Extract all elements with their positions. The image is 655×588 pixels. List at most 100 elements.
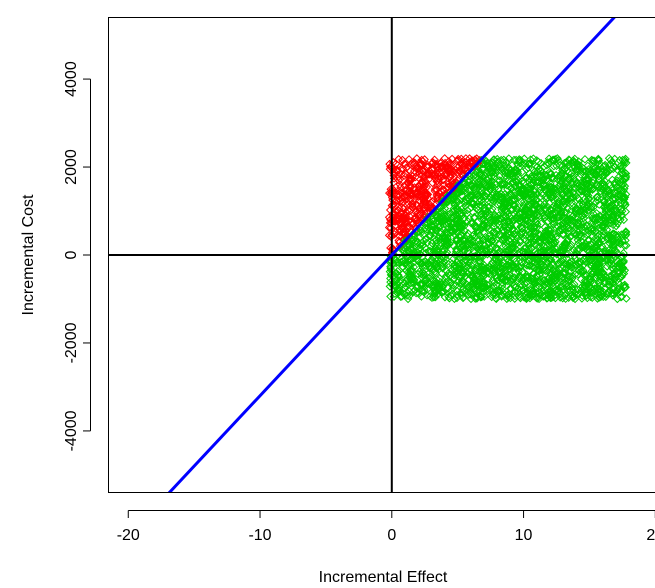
scatter-point: [483, 158, 492, 168]
scatter-point: [452, 168, 462, 178]
scatter-point: [499, 167, 509, 177]
scatter-point: [620, 181, 630, 191]
scatter-point: [544, 235, 554, 245]
scatter-point: [565, 175, 574, 184]
scatter-point: [576, 283, 585, 293]
scatter-point: [603, 253, 612, 263]
scatter-point: [587, 262, 596, 271]
scatter-point: [614, 262, 624, 271]
scatter-point: [577, 258, 586, 267]
scatter-point: [465, 287, 475, 296]
scatter-point: [417, 259, 426, 269]
scatter-point: [608, 215, 618, 224]
scatter-point: [546, 205, 556, 214]
scatter-point: [600, 197, 609, 207]
scatter-point: [526, 172, 536, 182]
scatter-point: [530, 167, 540, 176]
y-axis-title: Incremental Cost: [20, 194, 37, 315]
scatter-point: [564, 272, 573, 282]
scatter-point: [451, 266, 461, 276]
scatter-point: [391, 221, 401, 230]
scatter-point: [425, 231, 435, 241]
scatter-point: [484, 210, 494, 219]
scatter-point: [586, 278, 595, 287]
scatter-point: [544, 279, 553, 288]
scatter-point: [396, 196, 405, 206]
scatter-point: [504, 220, 514, 229]
scatter-point: [497, 290, 507, 299]
scatter-point: [473, 253, 482, 263]
scatter-point: [588, 167, 598, 177]
scatter-point: [515, 237, 525, 247]
scatter-point: [457, 290, 467, 300]
scatter-point: [490, 237, 500, 246]
scatter-point: [404, 155, 414, 164]
scatter-point: [619, 193, 629, 202]
scatter-point: [551, 273, 560, 283]
scatter-point: [611, 221, 621, 231]
scatter-point: [558, 242, 568, 252]
scatter-point: [591, 226, 601, 236]
scatter-point: [430, 184, 440, 194]
scatter-point: [587, 266, 597, 276]
scatter-point: [426, 198, 436, 207]
scatter-point: [464, 283, 474, 292]
scatter-point: [420, 196, 429, 205]
scatter-point: [601, 204, 610, 213]
scatter-point: [565, 259, 575, 268]
scatter-point: [463, 280, 472, 290]
scatter-point: [521, 173, 530, 183]
scatter-point: [545, 183, 554, 192]
scatter-point: [621, 236, 630, 245]
scatter-point: [618, 169, 627, 179]
scatter-point: [621, 228, 631, 237]
scatter-point: [457, 160, 467, 169]
scatter-point: [539, 180, 549, 190]
scatter-point: [552, 221, 562, 231]
scatter-point: [448, 180, 457, 189]
scatter-point: [430, 155, 439, 165]
scatter-point: [544, 159, 554, 169]
scatter-point: [461, 256, 471, 265]
scatter-point: [469, 275, 479, 285]
scatter-point: [437, 280, 446, 289]
scatter-point: [451, 261, 461, 271]
scatter-point: [457, 210, 467, 220]
scatter-point: [441, 266, 451, 276]
scatter-point: [561, 279, 571, 289]
scatter-point: [602, 204, 612, 214]
scatter-point: [506, 189, 516, 199]
scatter-point: [617, 270, 627, 279]
scatter-point: [530, 186, 540, 196]
scatter-point: [397, 245, 407, 255]
scatter-point: [555, 171, 564, 181]
scatter-point: [605, 215, 615, 224]
scatter-point: [425, 167, 435, 177]
scatter-point: [503, 199, 513, 208]
scatter-point: [515, 181, 524, 191]
scatter-point: [555, 293, 565, 302]
scatter-point: [525, 210, 534, 220]
scatter-point: [590, 216, 599, 225]
scatter-point: [529, 289, 538, 299]
scatter-point: [492, 280, 501, 290]
scatter-point: [418, 267, 427, 277]
scatter-point: [510, 282, 520, 292]
scatter-point: [449, 195, 458, 204]
scatter-point: [541, 243, 551, 253]
scatter-point: [403, 206, 413, 215]
scatter-point: [492, 287, 502, 296]
scatter-point: [479, 268, 488, 278]
scatter-point: [497, 189, 506, 199]
scatter-point: [556, 257, 565, 267]
scatter-point: [547, 293, 556, 302]
scatter-point: [396, 292, 405, 301]
scatter-point: [427, 165, 437, 175]
scatter-point: [479, 278, 488, 288]
scatter-point: [571, 231, 581, 240]
scatter-point: [447, 286, 456, 295]
scatter-point: [449, 211, 459, 221]
scatter-point: [543, 217, 553, 226]
scatter-point: [552, 161, 561, 171]
scatter-point: [472, 292, 481, 301]
